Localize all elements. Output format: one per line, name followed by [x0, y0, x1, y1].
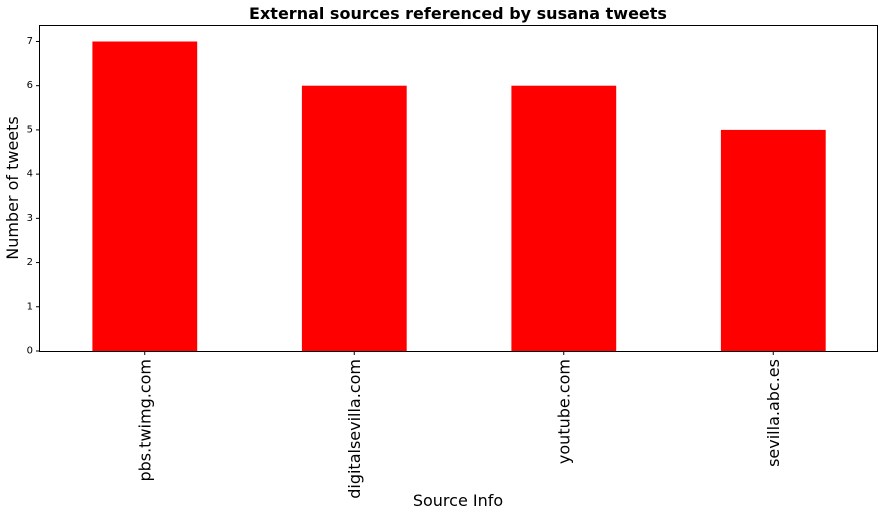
y-tick-label: 3 — [27, 213, 33, 224]
x-tick-label: sevilla.abc.es — [764, 359, 783, 467]
x-tick-label: digitalsevilla.com — [345, 359, 364, 499]
y-tick-label: 4 — [27, 169, 33, 180]
bars-group — [92, 41, 826, 351]
bar-sevilla-abc-es — [720, 129, 826, 351]
y-axis-ticks: 0 1 2 3 4 5 6 7 — [27, 36, 40, 357]
bar-youtube-com — [511, 85, 617, 351]
y-tick-label: 5 — [27, 124, 33, 135]
y-tick-label: 2 — [27, 257, 33, 268]
y-tick-label: 0 — [27, 346, 33, 357]
plot-frame — [39, 25, 878, 352]
y-axis-label: Number of tweets — [3, 116, 22, 260]
y-tick-label: 1 — [27, 301, 33, 312]
x-tick-label: pbs.twimg.com — [135, 359, 154, 482]
x-tick-label: youtube.com — [554, 359, 573, 464]
y-tick-label: 6 — [27, 80, 33, 91]
chart-title: External sources referenced by susana tw… — [249, 4, 667, 23]
x-axis-ticks: pbs.twimg.com digitalsevilla.com youtube.c… — [135, 351, 783, 499]
y-tick-label: 7 — [27, 36, 33, 47]
bar-digitalsevilla-com — [301, 85, 407, 351]
bar-pbs-twimg-com — [92, 41, 198, 351]
x-axis-label: Source Info — [413, 491, 503, 510]
